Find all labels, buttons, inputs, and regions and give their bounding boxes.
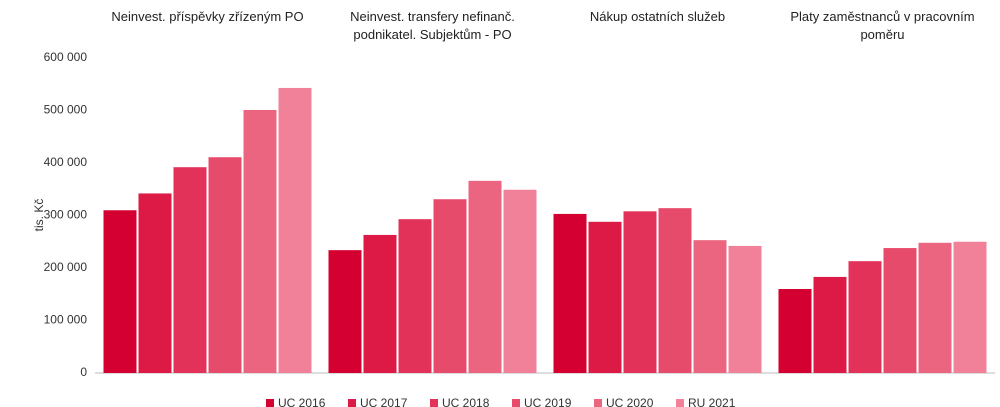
bar [588,221,622,373]
bar [363,234,397,373]
bar [173,167,207,373]
legend-swatch [266,399,274,407]
y-tick-label: 500 000 [44,103,88,117]
bar [243,109,277,373]
bar [953,241,987,373]
category-label: Neinvest. příspěvky zřízeným PO [111,9,304,24]
bar [138,193,172,373]
legend-label: RU 2021 [688,396,736,407]
bar [278,87,312,374]
bar [918,242,952,373]
bar [883,248,917,373]
legend-swatch [512,399,520,407]
y-tick-label: 300 000 [44,208,88,222]
y-axis-label: tis. Kč [32,199,46,232]
bar [813,276,847,373]
category-label: Platy zaměstnanců v pracovním poměru [790,9,975,42]
legend-label: UC 2020 [606,396,654,407]
legend-label: UC 2016 [278,396,326,407]
bar [728,245,762,373]
legend-swatch [348,399,356,407]
legend-label: UC 2017 [360,396,408,407]
bar [103,210,137,373]
bar [433,199,467,373]
legend-swatch [594,399,602,407]
bar [848,261,882,373]
bar [778,289,812,373]
bar [503,189,537,373]
legend-swatch [676,399,684,407]
bar [553,213,587,373]
bar [693,240,727,373]
y-tick-label: 100 000 [44,313,88,327]
legend-label: UC 2019 [524,396,572,407]
y-tick-label: 0 [80,365,87,379]
legend-swatch [430,399,438,407]
bar [623,211,657,373]
bar [658,208,692,373]
category-label: Neinvest. transfery nefinanč. podnikatel… [350,9,515,42]
bar [328,250,362,373]
y-tick-label: 400 000 [44,155,88,169]
bar [468,180,502,373]
bar [208,157,242,373]
y-tick-label: 600 000 [44,50,88,64]
legend-label: UC 2018 [442,396,490,407]
bar [398,219,432,373]
category-label: Nákup ostatních služeb [589,9,726,24]
y-tick-label: 200 000 [44,260,88,274]
